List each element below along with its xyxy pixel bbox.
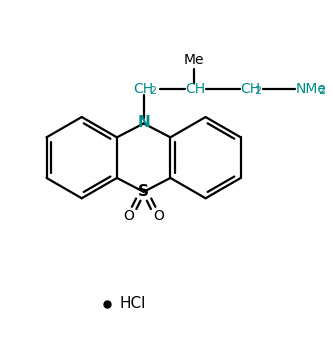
Text: CH: CH: [185, 82, 205, 96]
Text: 2: 2: [318, 86, 325, 96]
Text: CH: CH: [134, 82, 154, 96]
Text: CH: CH: [240, 82, 260, 96]
Text: HCl: HCl: [120, 296, 146, 311]
Text: Me: Me: [184, 53, 204, 67]
Text: 2: 2: [150, 86, 157, 96]
Text: NMe: NMe: [295, 82, 326, 96]
Text: N: N: [137, 115, 150, 130]
Text: O: O: [123, 209, 134, 223]
Text: 2: 2: [255, 86, 262, 96]
Text: O: O: [153, 209, 164, 223]
Text: S: S: [138, 184, 149, 199]
